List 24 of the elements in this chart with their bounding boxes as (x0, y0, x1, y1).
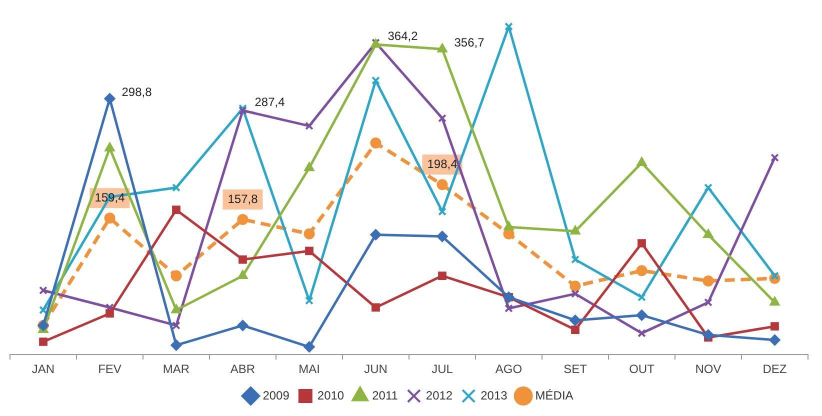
legend-label: 2011 (372, 388, 398, 402)
x-tick-label: MAI (298, 362, 320, 376)
x-tick-label: JUL (432, 362, 454, 376)
legend-label: MÉDIA (535, 388, 574, 402)
x-tick-label: JAN (32, 362, 55, 376)
x-tick-label: JUN (364, 362, 388, 376)
x-tick-label: OUT (629, 362, 656, 376)
legend-label: 2009 (262, 388, 290, 402)
x-tick-label: AGO (495, 362, 522, 376)
legend-label: 2010 (317, 388, 344, 402)
legend-label: 2012 (426, 388, 453, 402)
legend-label: 2013 (480, 388, 508, 402)
x-tick-label: FEV (98, 362, 122, 376)
x-tick-label: DEZ (762, 362, 787, 376)
data-label: 287,4 (254, 94, 286, 109)
data-label: 157,8 (228, 192, 258, 206)
x-tick-label: ABR (230, 362, 256, 376)
x-tick-label: SET (564, 362, 588, 376)
x-tick-label: NOV (695, 362, 722, 376)
data-label: 356,7 (454, 35, 485, 50)
data-label: 364,2 (388, 28, 418, 43)
data-label: 298,8 (122, 84, 152, 99)
data-label: 198,4 (427, 156, 458, 171)
x-tick-label: MAR (162, 362, 190, 376)
